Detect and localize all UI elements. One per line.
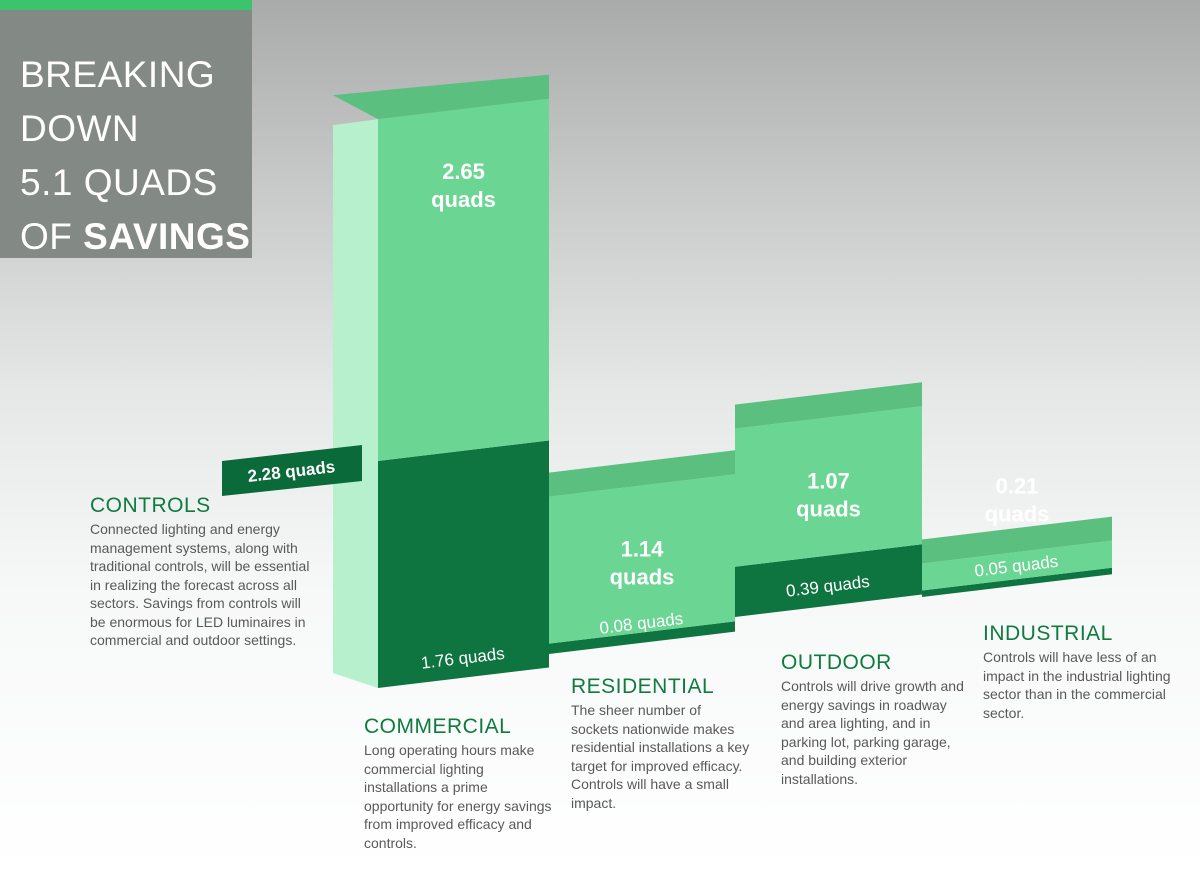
bar-industrial-top-face [922, 516, 1112, 564]
title-line-3: 5.1 QUADS [20, 162, 218, 203]
bar-residential-efficacy-segment [549, 474, 735, 644]
bar-residential-efficacy-value: 1.14 [621, 537, 665, 562]
title-line-1: BREAKING [20, 54, 216, 95]
bar-outdoor-efficacy-segment [735, 406, 922, 567]
sector-controls-heading: CONTROLS [90, 494, 211, 517]
sector-outdoor: OUTDOOR Controls will drive growth and e… [781, 651, 971, 788]
sector-residential: RESIDENTIAL The sheer number of sockets … [571, 675, 751, 812]
title-line-2: DOWN [20, 108, 140, 149]
sector-residential-body: The sheer number of sockets nationwide m… [571, 702, 750, 811]
bar-outdoor-efficacy-value: 1.07 [807, 469, 850, 494]
title-box: BREAKING DOWN 5.1 QUADS OF SAVINGS [0, 10, 252, 258]
commercial-side-face [333, 119, 378, 689]
sector-commercial-body: Long operating hours make commercial lig… [364, 742, 552, 851]
bar-commercial-controls-segment [378, 440, 549, 688]
bar-residential-controls-segment [549, 621, 735, 654]
controls-total-tab [222, 445, 362, 496]
title-line-4-plain: OF [20, 216, 84, 257]
bars-group [222, 74, 1112, 689]
bar-outdoor-controls-segment [735, 544, 922, 617]
bar-industrial-controls-segment [922, 567, 1112, 597]
bar-outdoor-efficacy-unit: quads [796, 497, 861, 522]
sector-industrial: INDUSTRIAL Controls will have less of an… [983, 622, 1179, 722]
sector-residential-heading: RESIDENTIAL [571, 675, 715, 698]
bar-industrial-efficacy-segment [922, 540, 1112, 591]
sector-controls-body: Connected lighting and energy management… [90, 521, 310, 648]
bar-residential-efficacy-unit: quads [610, 565, 675, 590]
sector-outdoor-body: Controls will drive growth and energy sa… [781, 678, 964, 787]
title-line-4-bold: SAVINGS [83, 216, 251, 257]
bar-commercial-efficacy-value: 2.65 [442, 159, 485, 184]
sector-commercial-heading: COMMERCIAL [364, 715, 512, 738]
bar-commercial-efficacy-segment [378, 98, 549, 461]
bar-industrial-efficacy-value: 0.21 [996, 473, 1039, 498]
title-line-4: OF SAVINGS [20, 210, 250, 264]
sector-controls: CONTROLS Connected lighting and energy m… [90, 494, 312, 650]
bar-commercial-top-face [333, 74, 549, 120]
sector-commercial: COMMERCIAL Long operating hours make com… [364, 715, 554, 852]
page-title: BREAKING DOWN 5.1 QUADS OF SAVINGS [20, 48, 250, 264]
sector-industrial-heading: INDUSTRIAL [983, 622, 1113, 645]
bar-outdoor-top-face [735, 382, 922, 429]
bar-industrial-efficacy-unit: quads [985, 501, 1050, 526]
sector-outdoor-heading: OUTDOOR [781, 651, 892, 674]
bar-commercial-efficacy-unit: quads [431, 187, 496, 212]
sector-industrial-body: Controls will have less of an impact in … [983, 649, 1171, 721]
bar-residential-top-face [549, 450, 735, 497]
accent-bar [0, 0, 252, 10]
